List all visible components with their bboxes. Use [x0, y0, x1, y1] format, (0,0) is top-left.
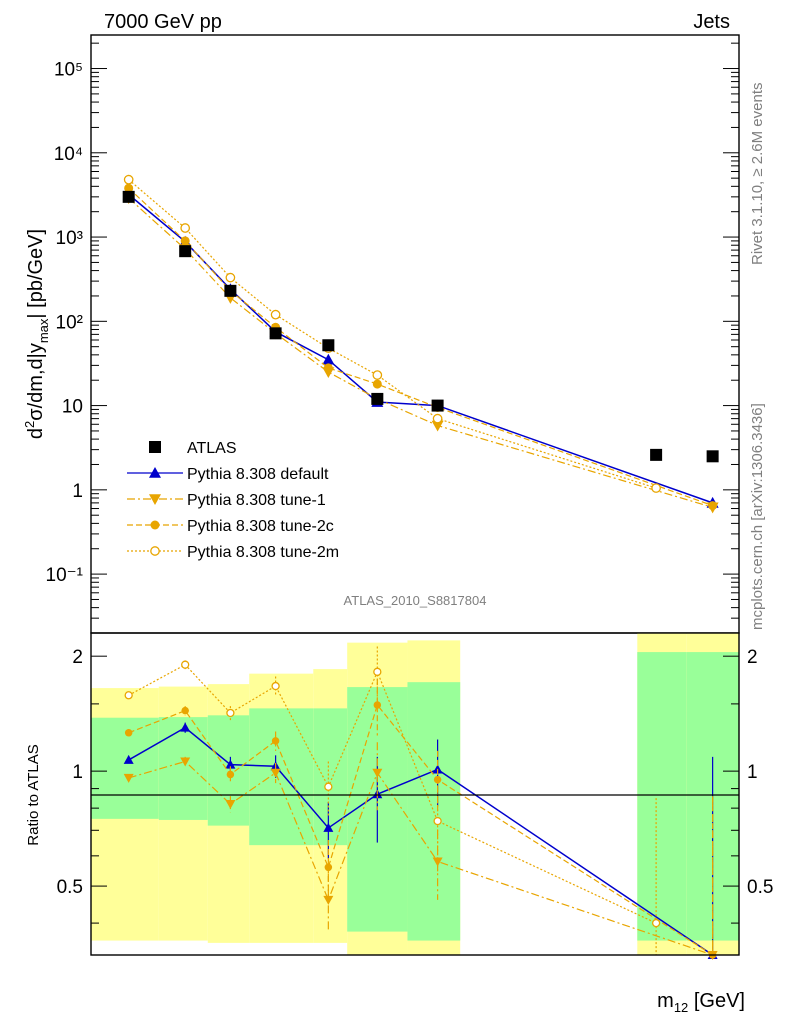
series-point-main — [322, 353, 335, 365]
legend-marker — [150, 546, 160, 556]
series-point-ratio — [271, 681, 280, 691]
series-line-ratio — [128, 703, 713, 956]
ratio-tick-label-left: 1 — [72, 762, 83, 783]
series-point-main — [651, 483, 661, 493]
series-point-ratio — [324, 863, 333, 872]
ratio-plot: 0.5 0.5 1 1 2 2 — [57, 632, 773, 960]
rivet-info: Rivet 3.1.10, ≥ 2.6M events — [749, 83, 766, 266]
series-point-main — [432, 413, 443, 424]
ratio-tick-label-right: 2 — [747, 647, 758, 668]
ratio-band-green — [313, 708, 348, 846]
ratio-y-axis-label: Ratio to ATLAS — [25, 744, 42, 845]
series-point-ratio — [180, 722, 191, 732]
legend-marker — [149, 494, 161, 505]
series-point-main — [123, 174, 134, 185]
series-point-ratio — [323, 822, 334, 832]
series-point-ratio — [124, 691, 133, 700]
series-point-main — [323, 363, 333, 373]
ratio-band-green — [249, 708, 314, 846]
y-tick-label: 10³ — [56, 228, 83, 249]
y-tick-label: 10² — [56, 312, 83, 333]
series-point-ratio — [324, 782, 333, 791]
main-plot: 10⁻¹ 1 10 10² 10³ 10⁴ 10⁵ ATLAS_2010_S8817804 — [46, 34, 740, 634]
series-point-ratio — [226, 708, 235, 718]
series-point-ratio — [373, 667, 382, 676]
atlas-data-point — [431, 399, 444, 412]
ratio-tick-label-left: 0.5 — [57, 877, 83, 898]
series-line-main — [128, 197, 713, 508]
ratio-tick-label-left: 2 — [72, 647, 83, 668]
y-tick-label: 10⁴ — [54, 144, 83, 165]
series-point-main — [225, 272, 236, 283]
legend-marker — [149, 467, 161, 478]
legend: ATLAS Pythia 8.308 default Pythia 8.308 tu… — [127, 440, 339, 561]
ratio-band-green — [158, 717, 208, 820]
atlas-data-point — [224, 284, 237, 297]
series-point-ratio — [225, 759, 236, 769]
series-line-main — [128, 179, 657, 489]
y-tick-label: 1 — [72, 481, 83, 502]
atlas-data-point — [269, 327, 282, 340]
header-energy: 7000 GeV pp — [104, 11, 222, 33]
series-point-ratio — [180, 757, 191, 767]
series-line-ratio — [128, 726, 714, 956]
ratio-band-green — [91, 717, 159, 819]
ratio-band-green — [207, 715, 250, 826]
series-point-ratio — [123, 754, 134, 764]
legend-entry: Pythia 8.308 tune-1 — [187, 492, 326, 509]
legend-entry: Pythia 8.308 default — [187, 466, 329, 483]
series-point-ratio — [323, 895, 334, 905]
series-point-ratio — [433, 816, 442, 826]
y-tick-label: 10⁵ — [54, 60, 83, 81]
series-point-ratio — [123, 773, 134, 783]
ratio-tick-label-right: 1 — [747, 762, 758, 783]
legend-marker — [149, 441, 161, 453]
series-line-main — [128, 187, 713, 507]
legend-marker — [150, 520, 160, 530]
atlas-data-point — [122, 190, 135, 203]
y-tick-label: 10⁻¹ — [46, 565, 84, 586]
series-point-ratio — [270, 768, 281, 778]
series-line-ratio — [128, 760, 713, 956]
series-point-ratio — [225, 800, 236, 810]
series-point-ratio — [433, 775, 442, 784]
series-point-main — [180, 236, 190, 246]
series-point-ratio — [651, 918, 661, 928]
atlas-data-point — [371, 392, 384, 405]
y-axis-label: d2σ/dm,d|ymax| [pb/GeV] — [22, 229, 51, 439]
legend-entry: Pythia 8.308 tune-2m — [187, 544, 339, 561]
atlas-data-point — [706, 450, 719, 463]
atlas-data-point — [322, 339, 335, 352]
atlas-data-point — [650, 448, 663, 461]
series-point-ratio — [181, 660, 190, 669]
x-axis-label: m12 [GeV] — [657, 990, 745, 1015]
series-point-main — [372, 370, 383, 380]
series-point-main — [372, 379, 382, 389]
legend-entry: ATLAS — [187, 440, 237, 457]
y-tick-label: 10 — [62, 397, 83, 418]
series-point-ratio — [181, 706, 189, 715]
legend-entry: Pythia 8.308 tune-2c — [187, 518, 334, 535]
header-process: Jets — [693, 11, 730, 33]
series-line-main — [128, 193, 713, 504]
series-point-main — [180, 223, 191, 233]
series-point-ratio — [124, 729, 133, 737]
series-point-ratio — [372, 768, 383, 778]
ratio-band-green — [637, 652, 687, 941]
series-point-ratio — [373, 701, 382, 709]
series-point-main — [124, 183, 134, 193]
ratio-frame — [90, 632, 740, 956]
mcplots-info: mcplots.cern.ch [arXiv:1306.3436] — [749, 403, 766, 630]
analysis-label: ATLAS_2010_S8817804 — [344, 593, 487, 608]
series-point-ratio — [271, 737, 280, 745]
ratio-tick-label-right: 0.5 — [747, 877, 773, 898]
series-point-main — [431, 420, 444, 432]
atlas-data-point — [179, 245, 192, 258]
series-point-ratio — [226, 770, 235, 779]
series-point-main — [708, 501, 718, 511]
series-point-main — [270, 309, 281, 320]
